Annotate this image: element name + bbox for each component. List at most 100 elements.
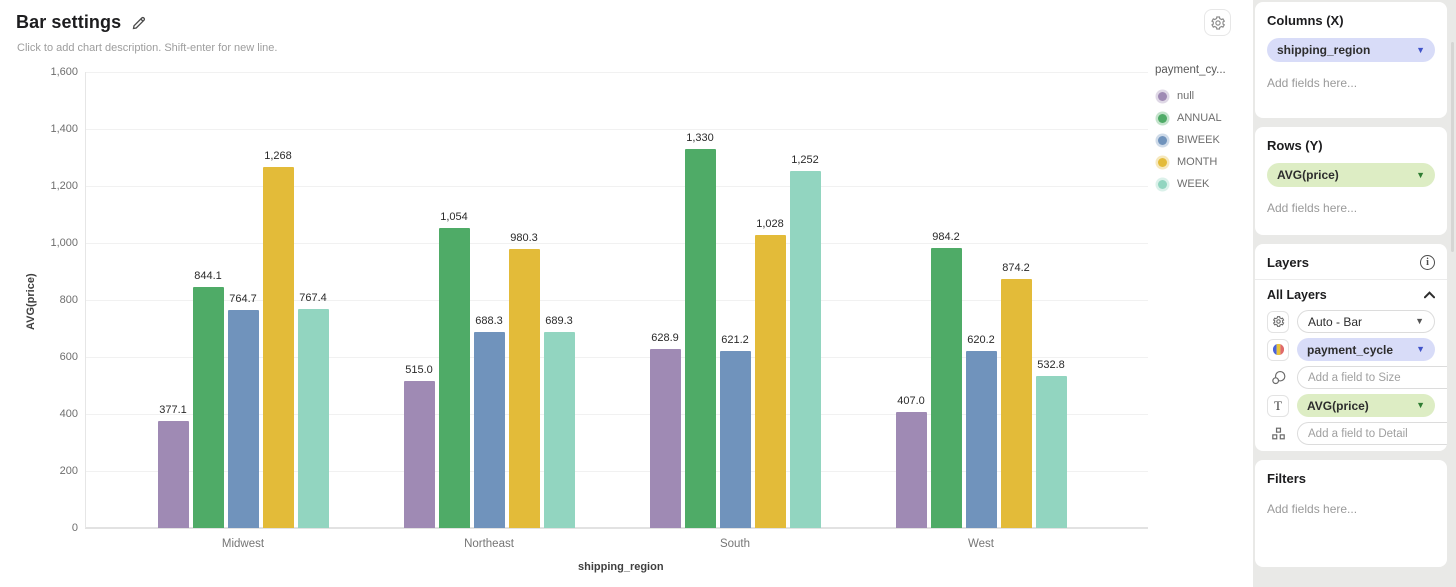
detail-hierarchy-icon	[1267, 423, 1289, 445]
y-axis-tick-label: 0	[71, 522, 78, 534]
x-axis-category-label: West	[968, 538, 994, 550]
bar-midwest-WEEK[interactable]	[297, 309, 329, 528]
legend-item-null[interactable]: null	[1155, 85, 1250, 107]
text-field-chip[interactable]: AVG(price) ▼	[1297, 394, 1435, 417]
bar-midwest-MONTH[interactable]	[262, 166, 294, 528]
legend-label: null	[1177, 90, 1195, 102]
legend-swatch-icon	[1158, 179, 1167, 189]
y-axis-tick-label: 400	[59, 408, 78, 420]
columns-x-drop-zone[interactable]: Add fields here...	[1267, 76, 1358, 90]
bar-value-label: 377.1	[159, 403, 187, 416]
bar-midwest-BIWEEK[interactable]	[227, 310, 259, 528]
color-field-chip[interactable]: payment_cycle ▼	[1297, 338, 1435, 361]
sidebar-scrollbar[interactable]	[1451, 42, 1454, 252]
bar-west-ANNUAL[interactable]	[930, 247, 962, 528]
filters-drop-zone[interactable]: Add fields here...	[1267, 502, 1358, 516]
bar-south-null[interactable]	[649, 348, 681, 528]
bar-northeast-null[interactable]	[403, 381, 435, 528]
chevron-down-icon[interactable]: ▼	[1416, 400, 1425, 410]
legend-item-WEEK[interactable]: WEEK	[1155, 173, 1250, 195]
legend-swatch-icon	[1158, 157, 1167, 167]
edit-title-pencil-icon[interactable]	[131, 15, 147, 31]
bar-value-label: 1,330	[686, 131, 714, 144]
legend-swatch-icon	[1158, 135, 1167, 145]
bar-south-BIWEEK[interactable]	[719, 350, 751, 528]
rows-y-panel: Rows (Y) AVG(price) ▼ Add fields here...	[1255, 127, 1447, 235]
gridline	[85, 414, 1148, 415]
chevron-down-icon: ▼	[1415, 316, 1424, 326]
y-axis-tick-label: 800	[59, 294, 78, 306]
mark-type-value: Auto - Bar	[1308, 314, 1363, 329]
mark-settings-gear-icon[interactable]	[1267, 310, 1289, 333]
rows-y-field-chip[interactable]: AVG(price) ▼	[1267, 163, 1435, 187]
legend-label: WEEK	[1177, 178, 1210, 190]
y-axis-tick-label: 1,400	[50, 123, 78, 135]
filters-title: Filters	[1267, 471, 1307, 486]
bar-west-BIWEEK[interactable]	[965, 351, 997, 528]
legend-label: ANNUAL	[1177, 112, 1222, 124]
bar-northeast-MONTH[interactable]	[508, 248, 540, 528]
chevron-down-icon[interactable]: ▼	[1416, 44, 1425, 55]
page-title[interactable]: Bar settings	[16, 12, 122, 32]
bar-south-WEEK[interactable]	[789, 171, 821, 528]
y-axis-tick-label: 600	[59, 351, 78, 363]
size-field-input[interactable]	[1297, 366, 1447, 389]
gridline	[85, 471, 1148, 472]
chart-canvas-area: Bar settings Click to add chart descript…	[16, 9, 1250, 573]
bar-value-label: 984.2	[932, 230, 960, 243]
bar-value-label: 515.0	[405, 364, 433, 377]
chevron-up-icon[interactable]	[1424, 291, 1435, 299]
bar-south-MONTH[interactable]	[754, 235, 786, 528]
y-axis-line	[85, 72, 86, 528]
bar-value-label: 874.2	[1002, 261, 1030, 274]
detail-field-input[interactable]	[1297, 422, 1447, 445]
bar-value-label: 688.3	[475, 314, 503, 327]
gridline	[85, 300, 1148, 301]
chevron-down-icon[interactable]: ▼	[1416, 344, 1425, 354]
info-icon[interactable]: i	[1420, 255, 1435, 270]
x-axis-line	[85, 527, 1148, 529]
bar-midwest-ANNUAL[interactable]	[192, 287, 224, 528]
columns-x-title: Columns (X)	[1267, 13, 1344, 28]
divider	[1255, 279, 1447, 280]
chart-description-placeholder[interactable]: Click to add chart description. Shift-en…	[17, 42, 278, 54]
bar-west-WEEK[interactable]	[1035, 376, 1067, 528]
legend-item-BIWEEK[interactable]: BIWEEK	[1155, 129, 1250, 151]
encoding-sidebar: Columns (X) shipping_region ▼ Add fields…	[1253, 0, 1456, 587]
bar-west-MONTH[interactable]	[1000, 278, 1032, 528]
rows-y-title: Rows (Y)	[1267, 138, 1323, 153]
bar-south-ANNUAL[interactable]	[684, 148, 716, 528]
bar-value-label: 620.2	[967, 334, 995, 347]
layers-title: Layers	[1267, 255, 1309, 270]
mark-type-select[interactable]: Auto - Bar ▼	[1297, 310, 1435, 333]
chart-settings-button[interactable]	[1204, 9, 1231, 36]
rows-y-drop-zone[interactable]: Add fields here...	[1267, 201, 1358, 215]
gridline	[85, 186, 1148, 187]
bar-value-label: 1,054	[440, 210, 468, 223]
chevron-down-icon[interactable]: ▼	[1416, 169, 1425, 180]
bar-northeast-ANNUAL[interactable]	[438, 227, 470, 528]
columns-x-field-chip[interactable]: shipping_region ▼	[1267, 38, 1435, 62]
bar-northeast-WEEK[interactable]	[543, 331, 575, 528]
legend-item-MONTH[interactable]: MONTH	[1155, 151, 1250, 173]
legend-item-ANNUAL[interactable]: ANNUAL	[1155, 107, 1250, 129]
bar-midwest-null[interactable]	[157, 420, 189, 528]
all-layers-title: All Layers	[1267, 288, 1327, 302]
bar-value-label: 689.3	[545, 314, 573, 327]
columns-x-field-label: shipping_region	[1277, 43, 1371, 57]
bar-value-label: 980.3	[510, 231, 538, 244]
color-field-label: payment_cycle	[1307, 342, 1394, 357]
bar-west-null[interactable]	[895, 412, 927, 528]
bar-value-label: 767.4	[299, 292, 327, 305]
rows-y-field-label: AVG(price)	[1277, 168, 1339, 182]
bar-value-label: 764.7	[229, 293, 257, 306]
x-axis-title: shipping_region	[578, 561, 664, 573]
color-palette-icon[interactable]	[1267, 338, 1289, 361]
gridline	[85, 129, 1148, 130]
text-field-icon[interactable]: T	[1267, 394, 1289, 417]
y-axis-tick-label: 1,000	[50, 237, 78, 249]
legend-title: payment_cy...	[1155, 64, 1226, 76]
chart-legend: payment_cy... null ANNUAL BIWEEK MONTH WEEK	[1155, 64, 1250, 195]
filters-panel: Filters Add fields here...	[1255, 460, 1447, 567]
bar-northeast-BIWEEK[interactable]	[473, 331, 505, 528]
